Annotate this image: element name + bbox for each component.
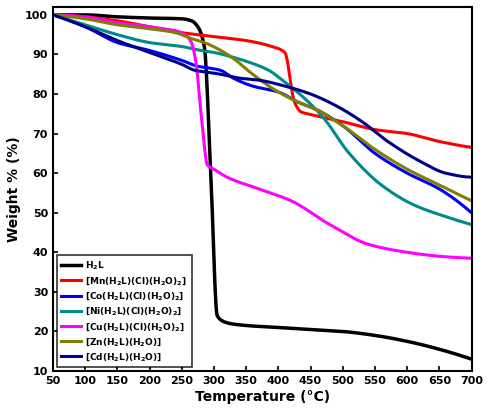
$\mathbf{[Co(H_2L)(Cl)(H_2O)_2]}$ <box>468 210 474 215</box>
$\mathbf{[Cd(H_2L)(H_2O)]}$ <box>304 90 310 95</box>
$\mathbf{[Co(H_2L)(Cl)(H_2O)_2]}$ <box>411 174 416 179</box>
$\mathbf{H_2L}$ <box>293 326 299 331</box>
$\mathbf{[Cd(H_2L)(H_2O)]}$ <box>293 87 299 92</box>
$\mathbf{[Cd(H_2L)(H_2O)]}$ <box>411 155 416 160</box>
$\mathbf{[Cu(H_2L)(Cl)(H_2O)_2]}$ <box>317 216 322 221</box>
Line: $\mathbf{[Cd(H_2L)(H_2O)]}$: $\mathbf{[Cd(H_2L)(H_2O)]}$ <box>53 15 471 177</box>
$\mathbf{[Mn(H_2L)(Cl)(H_2O)_2]}$ <box>317 114 322 119</box>
$\mathbf{[Co(H_2L)(Cl)(H_2O)_2]}$ <box>293 99 299 104</box>
$\mathbf{[Co(H_2L)(Cl)(H_2O)_2]}$ <box>368 148 373 152</box>
$\mathbf{[Mn(H_2L)(Cl)(H_2O)_2]}$ <box>368 126 373 131</box>
$\mathbf{[Zn(H_2L)(H_2O)]}$ <box>75 16 81 21</box>
$\mathbf{[Cd(H_2L)(H_2O)]}$ <box>50 12 56 17</box>
$\mathbf{H_2L}$ <box>411 340 416 345</box>
$\mathbf{[Ni(H_2L)(Cl)(H_2O)_2]}$ <box>411 202 416 207</box>
$\mathbf{[Cu(H_2L)(Cl)(H_2O)_2]}$ <box>304 208 310 212</box>
$\mathbf{[Zn(H_2L)(H_2O)]}$ <box>304 103 310 108</box>
$\mathbf{[Ni(H_2L)(Cl)(H_2O)_2]}$ <box>317 111 322 116</box>
X-axis label: Temperature (°C): Temperature (°C) <box>195 390 330 404</box>
$\mathbf{[Mn(H_2L)(Cl)(H_2O)_2]}$ <box>468 145 474 150</box>
$\mathbf{[Ni(H_2L)(Cl)(H_2O)_2]}$ <box>468 222 474 227</box>
$\mathbf{[Cd(H_2L)(H_2O)]}$ <box>468 175 474 180</box>
$\mathbf{[Cu(H_2L)(Cl)(H_2O)_2]}$ <box>411 251 416 256</box>
$\mathbf{[Mn(H_2L)(Cl)(H_2O)_2]}$ <box>304 111 310 116</box>
$\mathbf{[Zn(H_2L)(H_2O)]}$ <box>50 12 56 17</box>
$\mathbf{[Co(H_2L)(Cl)(H_2O)_2]}$ <box>50 12 56 17</box>
$\mathbf{H_2L}$ <box>468 357 474 362</box>
$\mathbf{[Co(H_2L)(Cl)(H_2O)_2]}$ <box>317 109 322 113</box>
$\mathbf{[Co(H_2L)(Cl)(H_2O)_2]}$ <box>304 103 310 108</box>
Y-axis label: Weight % (%): Weight % (%) <box>7 136 21 242</box>
$\mathbf{[Cu(H_2L)(Cl)(H_2O)_2]}$ <box>368 242 373 247</box>
$\mathbf{[Cd(H_2L)(H_2O)]}$ <box>75 22 81 27</box>
$\mathbf{H_2L}$ <box>304 327 310 332</box>
Line: $\mathbf{H_2L}$: $\mathbf{H_2L}$ <box>53 15 471 359</box>
$\mathbf{[Mn(H_2L)(Cl)(H_2O)_2]}$ <box>293 103 299 108</box>
$\mathbf{[Ni(H_2L)(Cl)(H_2O)_2]}$ <box>293 88 299 93</box>
$\mathbf{[Zn(H_2L)(H_2O)]}$ <box>411 170 416 175</box>
Line: $\mathbf{[Zn(H_2L)(H_2O)]}$: $\mathbf{[Zn(H_2L)(H_2O)]}$ <box>53 15 471 201</box>
$\mathbf{[Cd(H_2L)(H_2O)]}$ <box>317 95 322 100</box>
$\mathbf{[Zn(H_2L)(H_2O)]}$ <box>317 109 322 113</box>
$\mathbf{[Mn(H_2L)(Cl)(H_2O)_2]}$ <box>75 14 81 19</box>
$\mathbf{[Mn(H_2L)(Cl)(H_2O)_2]}$ <box>411 132 416 137</box>
$\mathbf{[Cu(H_2L)(Cl)(H_2O)_2]}$ <box>293 201 299 206</box>
Line: $\mathbf{[Mn(H_2L)(Cl)(H_2O)_2]}$: $\mathbf{[Mn(H_2L)(Cl)(H_2O)_2]}$ <box>53 15 471 148</box>
Line: $\mathbf{[Cu(H_2L)(Cl)(H_2O)_2]}$: $\mathbf{[Cu(H_2L)(Cl)(H_2O)_2]}$ <box>53 15 471 258</box>
$\mathbf{H_2L}$ <box>368 332 373 337</box>
Legend: $\mathbf{H_2L}$, $\mathbf{[Mn(H_2L)(Cl)(H_2O)_2]}$, $\mathbf{[Co(H_2L)(Cl)(H_2O): $\mathbf{H_2L}$, $\mathbf{[Mn(H_2L)(Cl)(… <box>56 255 192 367</box>
$\mathbf{[Ni(H_2L)(Cl)(H_2O)_2]}$ <box>368 173 373 178</box>
$\mathbf{H_2L}$ <box>50 12 56 17</box>
$\mathbf{[Cu(H_2L)(Cl)(H_2O)_2]}$ <box>468 256 474 261</box>
$\mathbf{[Zn(H_2L)(H_2O)]}$ <box>368 144 373 149</box>
$\mathbf{[Cu(H_2L)(Cl)(H_2O)_2]}$ <box>75 14 81 19</box>
$\mathbf{H_2L}$ <box>317 328 322 332</box>
$\mathbf{[Cd(H_2L)(H_2O)]}$ <box>368 125 373 130</box>
$\mathbf{[Mn(H_2L)(Cl)(H_2O)_2]}$ <box>50 12 56 17</box>
$\mathbf{[Zn(H_2L)(H_2O)]}$ <box>468 199 474 203</box>
Line: $\mathbf{[Co(H_2L)(Cl)(H_2O)_2]}$: $\mathbf{[Co(H_2L)(Cl)(H_2O)_2]}$ <box>53 15 471 213</box>
$\mathbf{[Ni(H_2L)(Cl)(H_2O)_2]}$ <box>304 98 310 103</box>
Line: $\mathbf{[Ni(H_2L)(Cl)(H_2O)_2]}$: $\mathbf{[Ni(H_2L)(Cl)(H_2O)_2]}$ <box>53 15 471 224</box>
$\mathbf{[Ni(H_2L)(Cl)(H_2O)_2]}$ <box>75 20 81 25</box>
$\mathbf{[Ni(H_2L)(Cl)(H_2O)_2]}$ <box>50 12 56 17</box>
$\mathbf{H_2L}$ <box>75 12 81 17</box>
$\mathbf{[Zn(H_2L)(H_2O)]}$ <box>293 99 299 104</box>
$\mathbf{[Cu(H_2L)(Cl)(H_2O)_2]}$ <box>50 12 56 17</box>
$\mathbf{[Co(H_2L)(Cl)(H_2O)_2]}$ <box>75 21 81 26</box>
